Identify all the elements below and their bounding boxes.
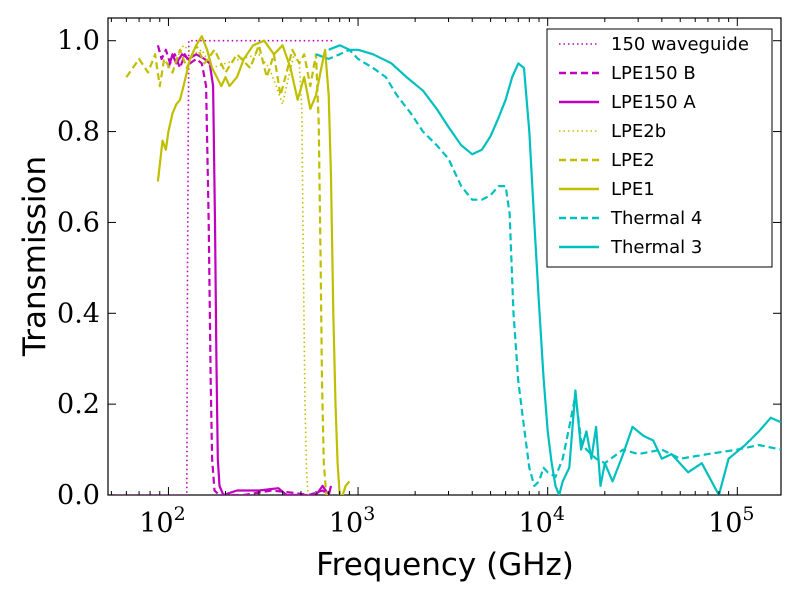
legend-label: LPE2b	[611, 121, 666, 142]
x-tick-label: 102	[139, 503, 185, 539]
x-tick-label-exponent: 4	[553, 503, 565, 525]
y-tick-label: 0.8	[57, 117, 100, 148]
x-tick-label-exponent: 5	[742, 503, 754, 525]
x-tick-label-exponent: 3	[363, 503, 375, 525]
x-tick-label-base: 10	[329, 508, 363, 539]
x-axis-title: Frequency (GHz)	[316, 547, 574, 583]
series-line-lpe2	[125, 44, 329, 495]
legend: 150 waveguide LPE150 B LPE150 A LPE2b LPE2 LP…	[546, 28, 773, 268]
y-tick-label: 0.4	[57, 298, 100, 329]
series-layer	[108, 35, 781, 495]
x-tick-label: 103	[329, 503, 375, 539]
series-line-lpe150-a	[167, 53, 333, 495]
legend-label: Thermal 4	[610, 208, 702, 229]
x-tick-label-base: 10	[518, 508, 552, 539]
legend-label: LPE1	[611, 179, 655, 200]
legend-label: LPE150 B	[611, 63, 696, 84]
legend-label: Thermal 3	[610, 237, 702, 258]
series-line-thermal-3	[328, 44, 781, 495]
x-tick-label-base: 10	[708, 508, 742, 539]
y-tick-label: 0.2	[57, 389, 100, 420]
y-tick-label: 1.0	[57, 26, 100, 57]
y-axis-title: Transmission	[17, 156, 53, 357]
legend-label: LPE150 A	[611, 92, 696, 113]
x-tick-label: 104	[518, 503, 564, 539]
x-tick-label-base: 10	[139, 508, 173, 539]
series-line-lpe1	[156, 35, 351, 495]
x-tick-label: 105	[708, 503, 754, 539]
y-tick-label: 0.0	[57, 480, 100, 511]
y-tick-label: 0.6	[57, 207, 100, 238]
series-line-thermal-4	[315, 48, 781, 487]
legend-label: LPE2	[611, 150, 655, 171]
series-line-lpe2b	[175, 44, 311, 495]
x-tick-label-exponent: 2	[174, 503, 186, 525]
legend-box	[546, 28, 773, 268]
legend-label: 150 waveguide	[611, 34, 749, 55]
